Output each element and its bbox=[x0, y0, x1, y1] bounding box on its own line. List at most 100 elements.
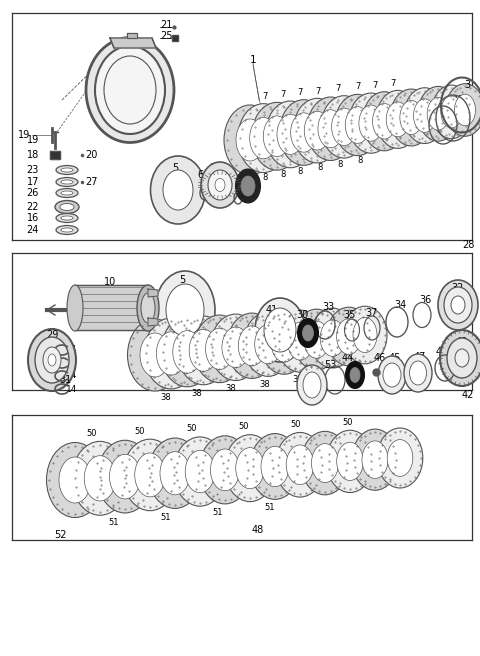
Ellipse shape bbox=[414, 99, 436, 133]
Ellipse shape bbox=[445, 84, 480, 136]
Text: 44: 44 bbox=[342, 353, 354, 363]
Ellipse shape bbox=[166, 284, 204, 336]
Polygon shape bbox=[110, 38, 156, 48]
Ellipse shape bbox=[260, 311, 308, 375]
Ellipse shape bbox=[455, 349, 469, 367]
Ellipse shape bbox=[194, 315, 245, 382]
Text: 14: 14 bbox=[44, 344, 56, 352]
Ellipse shape bbox=[451, 296, 465, 314]
Text: 27: 27 bbox=[85, 177, 97, 187]
Ellipse shape bbox=[348, 93, 393, 154]
Ellipse shape bbox=[387, 440, 413, 476]
Ellipse shape bbox=[243, 312, 293, 377]
Ellipse shape bbox=[43, 347, 61, 373]
Text: 1: 1 bbox=[250, 55, 256, 65]
Ellipse shape bbox=[238, 104, 289, 173]
Text: 22: 22 bbox=[26, 202, 39, 212]
Ellipse shape bbox=[293, 98, 341, 163]
Text: 11: 11 bbox=[210, 163, 222, 173]
Polygon shape bbox=[148, 289, 158, 297]
Text: 8: 8 bbox=[317, 163, 323, 172]
Ellipse shape bbox=[383, 363, 401, 387]
Text: 43: 43 bbox=[456, 337, 468, 347]
Text: 30: 30 bbox=[296, 310, 308, 320]
Ellipse shape bbox=[224, 105, 276, 175]
Ellipse shape bbox=[210, 314, 261, 380]
Text: 42: 42 bbox=[462, 390, 474, 400]
Text: 33: 33 bbox=[322, 302, 334, 312]
Ellipse shape bbox=[135, 453, 165, 497]
Text: 48: 48 bbox=[252, 525, 264, 535]
Ellipse shape bbox=[161, 317, 214, 387]
Text: 50: 50 bbox=[343, 418, 353, 427]
Ellipse shape bbox=[326, 307, 371, 366]
Ellipse shape bbox=[390, 89, 432, 146]
Text: 7: 7 bbox=[315, 87, 321, 96]
Ellipse shape bbox=[148, 438, 202, 508]
Ellipse shape bbox=[261, 446, 289, 487]
Ellipse shape bbox=[264, 308, 296, 352]
Text: 14: 14 bbox=[44, 363, 56, 373]
Ellipse shape bbox=[320, 320, 345, 356]
Ellipse shape bbox=[304, 112, 330, 150]
Text: 8: 8 bbox=[280, 170, 286, 178]
Ellipse shape bbox=[288, 322, 313, 360]
Text: 38: 38 bbox=[192, 389, 203, 398]
Text: 7: 7 bbox=[390, 79, 396, 88]
Ellipse shape bbox=[173, 331, 202, 373]
Ellipse shape bbox=[427, 97, 449, 130]
Ellipse shape bbox=[56, 178, 78, 186]
Text: 50: 50 bbox=[135, 426, 145, 436]
Text: 31: 31 bbox=[59, 375, 71, 385]
Ellipse shape bbox=[386, 102, 409, 136]
Text: 16: 16 bbox=[27, 213, 39, 223]
Ellipse shape bbox=[137, 285, 159, 331]
Ellipse shape bbox=[109, 455, 141, 499]
Ellipse shape bbox=[56, 165, 78, 174]
Ellipse shape bbox=[335, 94, 380, 155]
Ellipse shape bbox=[362, 92, 406, 151]
Ellipse shape bbox=[241, 176, 255, 196]
Text: 18: 18 bbox=[27, 150, 39, 160]
Polygon shape bbox=[75, 285, 148, 330]
Ellipse shape bbox=[255, 325, 281, 364]
Text: 38: 38 bbox=[225, 384, 236, 394]
Ellipse shape bbox=[304, 321, 329, 358]
Ellipse shape bbox=[141, 293, 155, 323]
Ellipse shape bbox=[362, 441, 388, 478]
Ellipse shape bbox=[250, 434, 300, 499]
Ellipse shape bbox=[225, 435, 276, 502]
Text: 8: 8 bbox=[357, 156, 363, 165]
Ellipse shape bbox=[48, 354, 56, 366]
Ellipse shape bbox=[215, 178, 225, 192]
Text: 48: 48 bbox=[302, 365, 314, 375]
Ellipse shape bbox=[409, 361, 427, 385]
Text: 51: 51 bbox=[161, 513, 171, 522]
Ellipse shape bbox=[151, 156, 205, 224]
Ellipse shape bbox=[199, 436, 251, 504]
Ellipse shape bbox=[252, 102, 302, 170]
Text: 47: 47 bbox=[414, 352, 426, 362]
Text: 50: 50 bbox=[86, 429, 96, 438]
Ellipse shape bbox=[236, 169, 260, 203]
Text: 7: 7 bbox=[297, 89, 303, 97]
Text: 23: 23 bbox=[26, 165, 39, 175]
Ellipse shape bbox=[455, 94, 476, 126]
Ellipse shape bbox=[174, 437, 226, 506]
Ellipse shape bbox=[321, 96, 367, 158]
Text: 4: 4 bbox=[250, 158, 256, 168]
Ellipse shape bbox=[47, 443, 104, 518]
Ellipse shape bbox=[61, 228, 73, 232]
Ellipse shape bbox=[286, 445, 314, 485]
Ellipse shape bbox=[343, 306, 387, 364]
Ellipse shape bbox=[298, 319, 318, 347]
Text: 7: 7 bbox=[336, 85, 341, 94]
Text: 8: 8 bbox=[297, 167, 303, 176]
Ellipse shape bbox=[155, 271, 215, 349]
Ellipse shape bbox=[104, 56, 156, 124]
Ellipse shape bbox=[60, 203, 74, 211]
Text: 8: 8 bbox=[337, 159, 343, 169]
Ellipse shape bbox=[238, 326, 265, 366]
Text: 38: 38 bbox=[292, 375, 303, 384]
Text: 29: 29 bbox=[46, 330, 58, 340]
